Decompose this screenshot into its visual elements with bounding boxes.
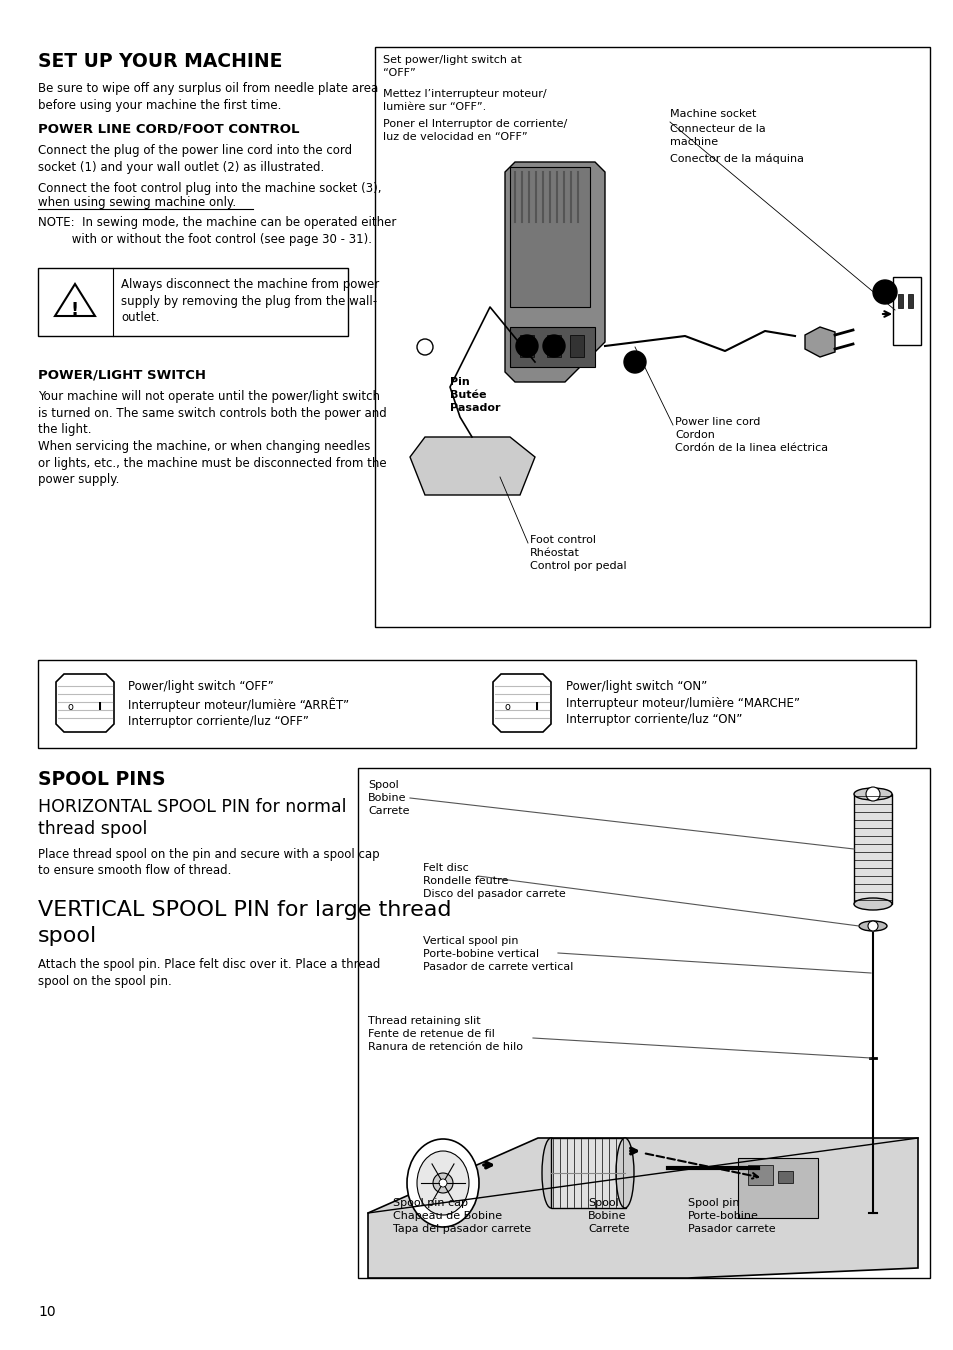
Text: o: o	[503, 702, 510, 711]
Circle shape	[416, 339, 433, 355]
Circle shape	[872, 279, 896, 304]
Text: o: o	[67, 702, 72, 711]
Text: Your machine will not operate until the power/light switch
is turned on. The sam: Your machine will not operate until the …	[38, 390, 386, 436]
Circle shape	[433, 1173, 453, 1193]
Polygon shape	[804, 327, 834, 356]
Text: Poner el Interruptor de corriente/
luz de velocidad en “OFF”: Poner el Interruptor de corriente/ luz d…	[382, 119, 567, 142]
Text: Connect the plug of the power line cord into the cord
socket (1) and your wall o: Connect the plug of the power line cord …	[38, 144, 352, 174]
Text: !: !	[71, 301, 79, 319]
Text: Felt disc
Rondelle feutre
Disco del pasador carrete: Felt disc Rondelle feutre Disco del pasa…	[422, 863, 565, 899]
Text: Pin
Butée
Pasador: Pin Butée Pasador	[450, 377, 500, 413]
Text: Conector de la máquina: Conector de la máquina	[669, 154, 803, 165]
Text: Vertical spool pin
Porte-bobine vertical
Pasador de carrete vertical: Vertical spool pin Porte-bobine vertical…	[422, 936, 573, 972]
Polygon shape	[410, 437, 535, 495]
Bar	[778, 1170, 792, 1183]
Text: 4: 4	[522, 343, 531, 356]
Text: 2: 2	[880, 289, 889, 302]
Ellipse shape	[416, 1152, 469, 1215]
Bar	[738, 1158, 817, 1218]
Ellipse shape	[853, 788, 891, 801]
Text: Spool
Bobine
Carrete: Spool Bobine Carrete	[368, 780, 409, 815]
Text: Always disconnect the machine from power
supply by removing the plug from the wa: Always disconnect the machine from power…	[121, 278, 379, 324]
Bar	[892, 277, 920, 346]
Text: SET UP YOUR MACHINE: SET UP YOUR MACHINE	[38, 53, 282, 72]
Polygon shape	[55, 284, 95, 316]
Text: 1: 1	[549, 343, 558, 356]
Text: Power/light switch “ON”
Interrupteur moteur/lumière “MARCHE”
Interruptor corrien: Power/light switch “ON” Interrupteur mot…	[565, 680, 800, 726]
Bar	[907, 294, 912, 308]
Circle shape	[516, 335, 537, 356]
Polygon shape	[56, 674, 113, 732]
Circle shape	[542, 335, 564, 356]
Text: Foot control
Rhéostat
Control por pedal: Foot control Rhéostat Control por pedal	[530, 535, 626, 571]
Circle shape	[865, 787, 879, 801]
Text: Thread retaining slit
Fente de retenue de fil
Ranura de retención de hilo: Thread retaining slit Fente de retenue d…	[368, 1017, 522, 1052]
Circle shape	[438, 1179, 447, 1187]
Bar	[546, 335, 560, 356]
Bar	[853, 794, 891, 904]
Bar	[38, 269, 348, 336]
Text: Machine socket: Machine socket	[669, 109, 756, 119]
Text: 10: 10	[38, 1305, 55, 1319]
Ellipse shape	[407, 1139, 478, 1227]
Text: POWER/LIGHT SWITCH: POWER/LIGHT SWITCH	[38, 369, 206, 381]
Text: When servicing the machine, or when changing needles
or lights, etc., the machin: When servicing the machine, or when chan…	[38, 440, 386, 486]
Text: VERTICAL SPOOL PIN for large thread: VERTICAL SPOOL PIN for large thread	[38, 900, 451, 919]
Bar	[897, 294, 902, 308]
Text: I: I	[535, 702, 538, 711]
Bar	[551, 1138, 625, 1208]
Text: Spool
Bobine
Carrete: Spool Bobine Carrete	[587, 1197, 629, 1234]
Bar	[510, 327, 595, 367]
Bar	[747, 1165, 772, 1185]
Polygon shape	[368, 1138, 917, 1278]
Text: Power/light switch “OFF”
Interrupteur moteur/lumière “ARRÊT”
Interruptor corrien: Power/light switch “OFF” Interrupteur mo…	[128, 680, 349, 728]
Text: POWER LINE CORD/FOOT CONTROL: POWER LINE CORD/FOOT CONTROL	[38, 122, 299, 135]
Text: SPOOL PINS: SPOOL PINS	[38, 769, 165, 788]
Ellipse shape	[616, 1138, 634, 1208]
Bar	[510, 167, 589, 306]
Text: Power line cord
Cordon
Cordón de la linea eléctrica: Power line cord Cordon Cordón de la line…	[675, 417, 827, 452]
Bar	[357, 768, 929, 1278]
Circle shape	[623, 351, 645, 373]
Text: Set power/light switch at
“OFF”: Set power/light switch at “OFF”	[382, 55, 521, 78]
Text: Spool pin
Porte-bobine
Pasador carrete: Spool pin Porte-bobine Pasador carrete	[687, 1197, 775, 1234]
Text: thread spool: thread spool	[38, 819, 147, 838]
Ellipse shape	[541, 1138, 559, 1208]
Polygon shape	[493, 674, 551, 732]
Circle shape	[867, 921, 877, 931]
Text: Place thread spool on the pin and secure with a spool cap
to ensure smooth flow : Place thread spool on the pin and secure…	[38, 848, 379, 878]
Text: spool: spool	[38, 926, 97, 946]
Ellipse shape	[858, 921, 886, 931]
Text: Connecteur de la
machine: Connecteur de la machine	[669, 124, 765, 147]
Bar	[375, 47, 929, 626]
Text: Attach the spool pin. Place felt disc over it. Place a thread
spool on the spool: Attach the spool pin. Place felt disc ov…	[38, 958, 380, 987]
Bar	[569, 335, 583, 356]
Bar	[519, 335, 534, 356]
Text: Spool pin cap
Chapeau de Bobine
Tapa del pasador carrete: Spool pin cap Chapeau de Bobine Tapa del…	[393, 1197, 531, 1234]
Text: Be sure to wipe off any surplus oil from needle plate area
before using your mac: Be sure to wipe off any surplus oil from…	[38, 82, 377, 112]
Text: I: I	[98, 702, 102, 711]
Text: Connect the foot control plug into the machine socket (3),: Connect the foot control plug into the m…	[38, 182, 381, 194]
Text: Mettez l’interrupteur moteur/
lumière sur “OFF”.: Mettez l’interrupteur moteur/ lumière su…	[382, 89, 546, 112]
Bar	[38, 660, 915, 748]
Ellipse shape	[853, 898, 891, 910]
Text: 3: 3	[630, 359, 639, 373]
Text: NOTE:  In sewing mode, the machine can be operated either
         with or witho: NOTE: In sewing mode, the machine can be…	[38, 216, 395, 246]
Polygon shape	[504, 162, 604, 382]
Text: when using sewing machine only.: when using sewing machine only.	[38, 196, 236, 209]
Text: HORIZONTAL SPOOL PIN for normal: HORIZONTAL SPOOL PIN for normal	[38, 798, 346, 815]
